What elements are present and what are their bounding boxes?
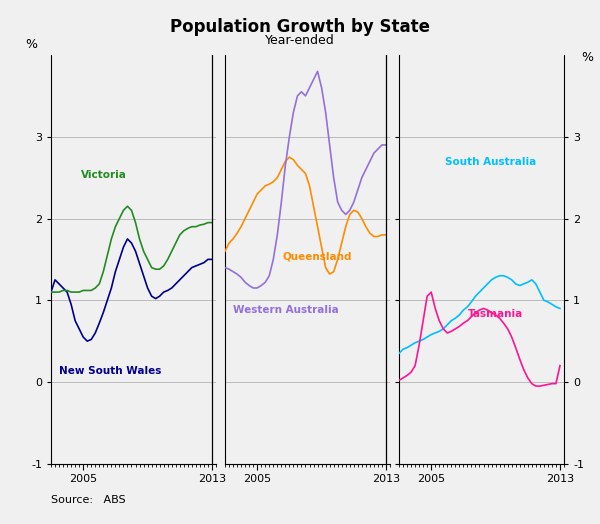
Text: New South Wales: New South Wales [59, 366, 161, 376]
Text: Source:   ABS: Source: ABS [51, 495, 125, 505]
Text: Western Australia: Western Australia [233, 304, 339, 314]
Text: South Australia: South Australia [445, 157, 536, 167]
Y-axis label: %: % [25, 38, 37, 51]
Text: Year-ended: Year-ended [265, 34, 335, 47]
Text: Population Growth by State: Population Growth by State [170, 18, 430, 36]
Text: Queensland: Queensland [283, 252, 352, 261]
Text: Tasmania: Tasmania [469, 309, 524, 319]
Text: Victoria: Victoria [81, 170, 127, 180]
Y-axis label: %: % [581, 51, 593, 64]
